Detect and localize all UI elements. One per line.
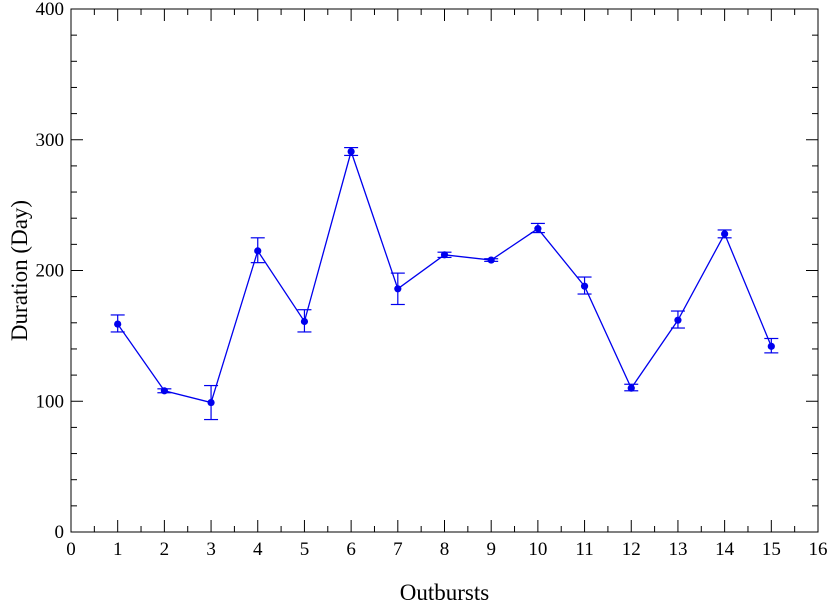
x-tick-label: 14 — [715, 539, 735, 560]
x-tick-label: 7 — [393, 539, 403, 560]
y-tick-label: 200 — [36, 261, 65, 282]
x-tick-label: 13 — [668, 539, 687, 560]
data-point — [580, 282, 589, 290]
axis-ticks — [70, 8, 819, 533]
x-tick-label: 16 — [809, 539, 828, 560]
data-point — [207, 398, 215, 407]
series-line — [117, 149, 772, 404]
y-tick-label: 0 — [55, 522, 65, 543]
data-point — [160, 387, 168, 395]
x-tick-label: 11 — [575, 539, 593, 560]
data-point — [440, 251, 449, 259]
x-tick-label: 9 — [486, 539, 496, 560]
x-tick-label: 10 — [528, 539, 547, 560]
y-axis-label: Duration (Day) — [7, 200, 32, 341]
x-tick-label: 0 — [66, 539, 76, 560]
x-tick-label: 15 — [762, 539, 781, 560]
data-point — [534, 225, 542, 233]
x-tick-label: 3 — [206, 539, 216, 560]
data-point — [114, 320, 122, 328]
x-tick-label: 1 — [113, 539, 123, 560]
x-tick-label: 12 — [622, 539, 641, 560]
data-point — [627, 384, 635, 392]
data-point — [254, 247, 262, 255]
plot-frame — [70, 8, 819, 533]
x-axis-label: Outbursts — [400, 580, 490, 603]
y-tick-label: 400 — [36, 0, 65, 20]
data-point — [300, 317, 309, 326]
data-point — [674, 316, 682, 324]
y-tick-label: 300 — [36, 130, 65, 151]
plot-border — [70, 8, 819, 533]
data-point — [347, 147, 355, 156]
data-point — [487, 256, 495, 264]
x-tick-label: 5 — [300, 539, 310, 560]
data-point — [394, 285, 402, 293]
series — [110, 146, 779, 421]
y-tick-label: 100 — [36, 391, 65, 412]
data-point — [767, 342, 775, 350]
data-point — [721, 230, 729, 238]
x-tick-label: 8 — [440, 539, 450, 560]
x-tick-label: 4 — [253, 539, 263, 560]
x-tick-label: 2 — [160, 539, 170, 560]
x-tick-label: 6 — [346, 539, 356, 560]
